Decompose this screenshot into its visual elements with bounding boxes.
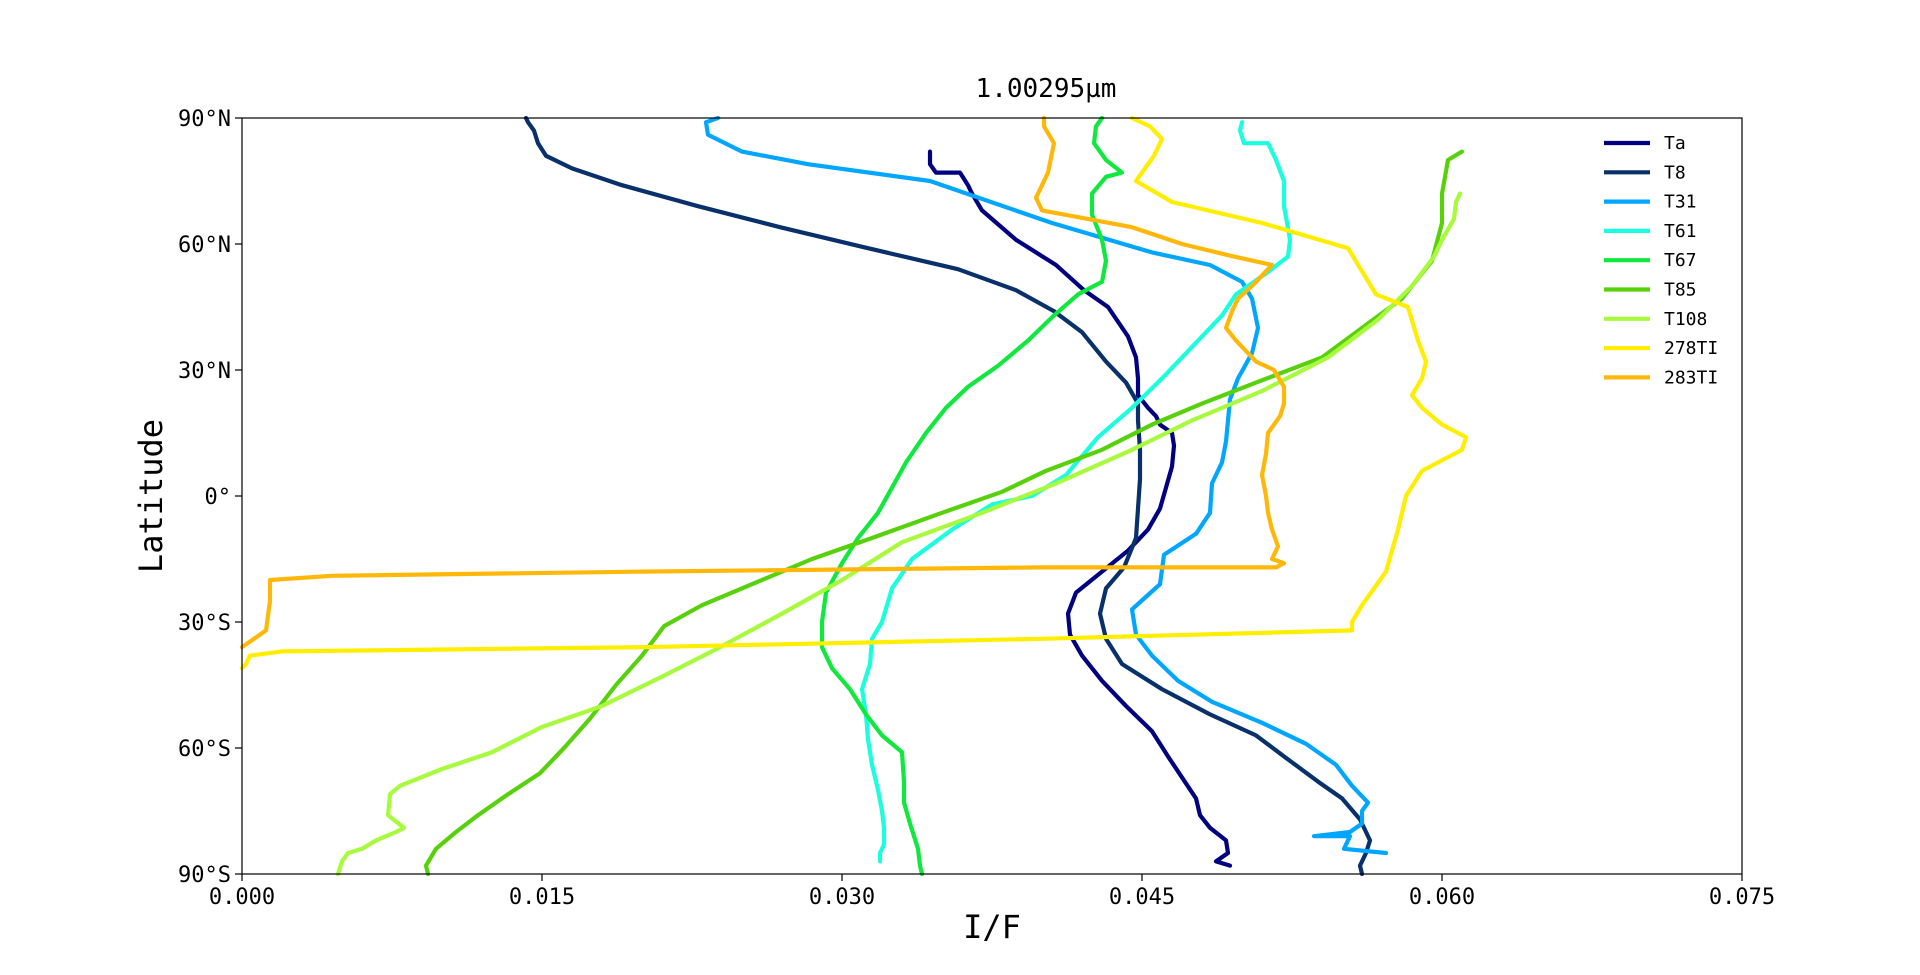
- x-tick-label: 0.000: [209, 885, 275, 910]
- legend-label-t61: T61: [1664, 221, 1697, 242]
- x-tick-label: 0.030: [809, 885, 875, 910]
- legend-label-283ti: 283TI: [1664, 367, 1718, 388]
- y-tick-label: 30°S: [178, 611, 231, 636]
- legend-label-278ti: 278TI: [1664, 338, 1718, 359]
- y-tick-label: 90°N: [178, 107, 231, 132]
- series-line-283ti: [239, 115, 1287, 650]
- x-tick-label: 0.075: [1709, 885, 1775, 910]
- legend-label-t108: T108: [1664, 309, 1707, 330]
- series-line-t67: [819, 115, 1125, 877]
- y-axis-title: Latitude: [132, 419, 170, 573]
- legend: Ta T8 T31 T61 T67 T85 T108 278TI 283TI: [1604, 133, 1718, 388]
- y-tick-label: 60°S: [178, 737, 231, 762]
- legend-label-t31: T31: [1664, 192, 1697, 213]
- series-layer: [239, 115, 1469, 877]
- legend-label-t67: T67: [1664, 250, 1697, 271]
- x-tick-label: 0.045: [1109, 885, 1175, 910]
- y-tick-label: 0°: [205, 485, 232, 510]
- x-tick-label: 0.060: [1409, 885, 1475, 910]
- legend-label-t8: T8: [1664, 162, 1686, 183]
- series-line-t85: [423, 149, 1465, 877]
- series-line-t8: [523, 115, 1373, 877]
- plot-axes: 0.000 0.015 0.030 0.045 0.060 0.075 90°N 60°N 30…: [178, 107, 1775, 910]
- x-tick-label: 0.015: [509, 885, 575, 910]
- series-line-t61: [859, 120, 1293, 864]
- legend-label-t85: T85: [1664, 280, 1697, 301]
- x-axis-title: I/F: [963, 908, 1021, 946]
- series-line-ta: [927, 149, 1233, 868]
- series-line-t108: [335, 191, 1463, 877]
- y-tick-label: 90°S: [178, 863, 231, 888]
- chart-title: 1.00295µm: [976, 74, 1117, 104]
- y-tick-label: 30°N: [178, 359, 231, 384]
- series-line-278ti: [239, 115, 1469, 671]
- plot-frame: [241, 117, 1743, 875]
- y-tick-label: 60°N: [178, 233, 231, 258]
- legend-label-ta: Ta: [1664, 133, 1686, 154]
